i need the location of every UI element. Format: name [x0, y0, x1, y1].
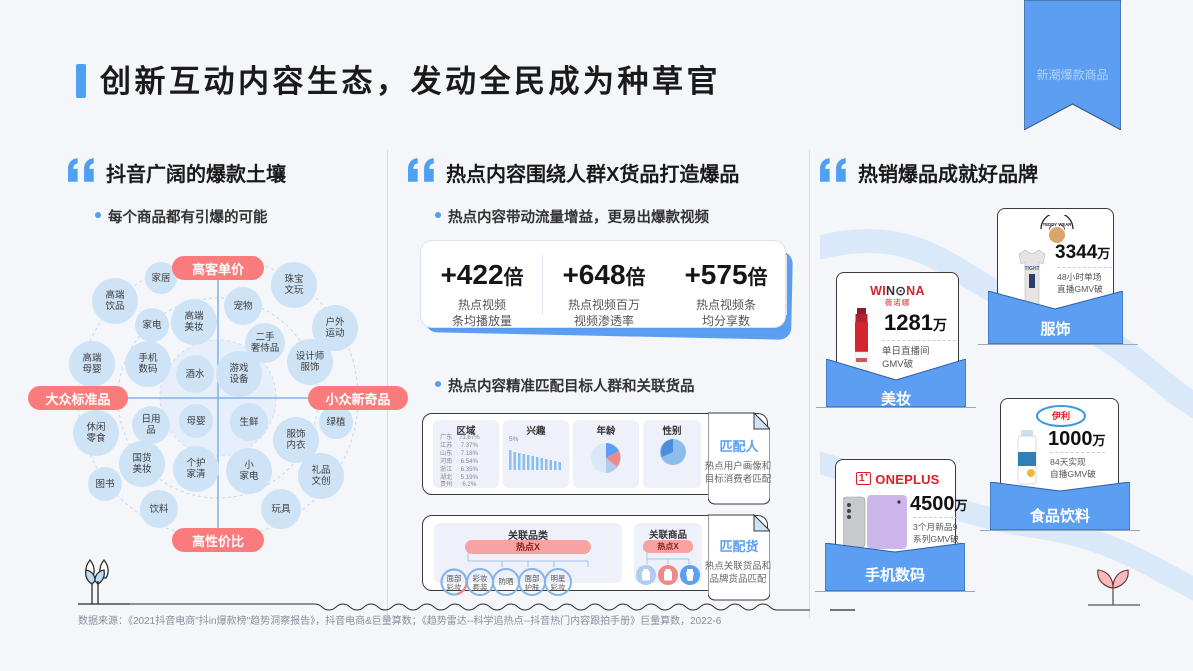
svg-text:伊利: 伊利	[1051, 410, 1070, 421]
svg-text:TEDDY WEAR: TEDDY WEAR	[1043, 222, 1073, 227]
svg-text:TIGHT: TIGHT	[1025, 266, 1040, 272]
svg-text:新潮爆款商品: 新潮爆款商品	[1036, 67, 1108, 82]
